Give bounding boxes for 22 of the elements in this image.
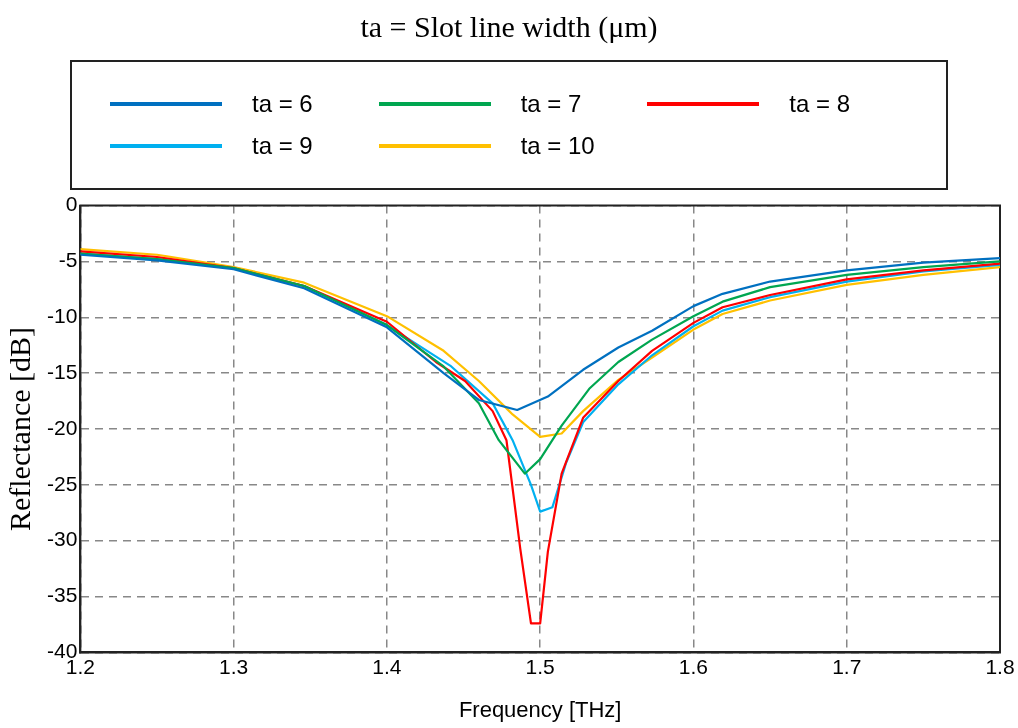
y-tick-label: -10 xyxy=(46,304,78,328)
y-tick-label: -15 xyxy=(46,359,78,383)
x-tick-label: 1.3 xyxy=(219,654,249,678)
legend-label: ta = 8 xyxy=(789,90,851,118)
y-tick-label: -30 xyxy=(46,527,78,551)
legend-label: ta = 7 xyxy=(520,90,582,118)
y-tick-label: -5 xyxy=(58,248,78,272)
x-axis-title: Frequency [THz] xyxy=(458,696,622,722)
x-tick-label: 1.8 xyxy=(985,654,1015,678)
legend-label: ta = 9 xyxy=(252,132,313,160)
y-tick-label: -35 xyxy=(46,583,78,607)
y-tick-label: 0 xyxy=(65,192,78,216)
x-tick-label: 1.6 xyxy=(678,654,709,678)
y-tick-label: -20 xyxy=(46,415,78,439)
legend-label: ta = 10 xyxy=(520,132,595,160)
y-tick-label: -25 xyxy=(46,471,78,495)
x-tick-label: 1.7 xyxy=(832,654,862,678)
legend-label: ta = 6 xyxy=(252,90,313,118)
x-tick-label: 1.4 xyxy=(372,654,402,678)
chart-title: ta = Slot line width (μm) xyxy=(359,9,659,45)
y-axis-title: Reflectance [dB] xyxy=(2,326,36,532)
x-tick-label: 1.5 xyxy=(525,654,555,678)
